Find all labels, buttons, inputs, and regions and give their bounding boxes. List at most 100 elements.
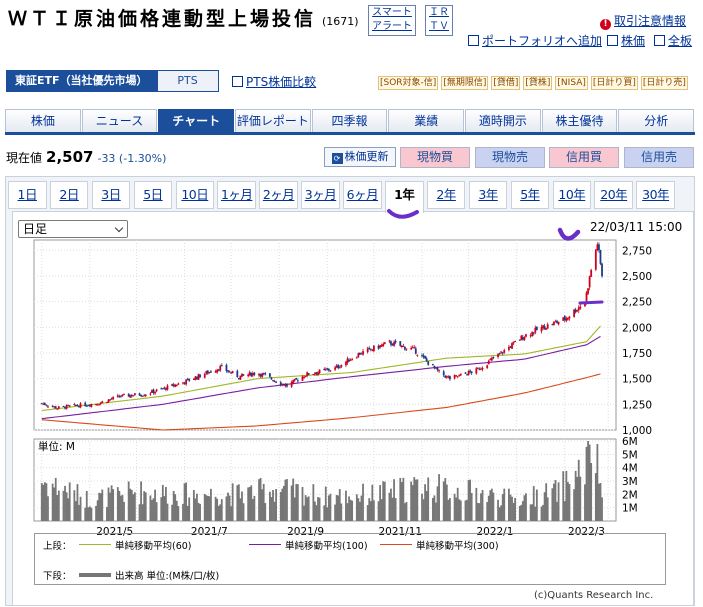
volume-bar <box>151 499 153 521</box>
pts-compare-link[interactable]: PTS株価比較 <box>232 73 316 90</box>
volume-bar <box>442 481 445 521</box>
all-boards-link[interactable]: 全板 <box>654 32 692 49</box>
portfolio-icon <box>468 35 479 46</box>
volume-bar <box>219 504 222 521</box>
candle-body <box>239 375 242 380</box>
buy-margin-button[interactable]: 信用買 <box>549 147 619 168</box>
period-2m[interactable]: 2ヶ月 <box>259 181 298 209</box>
candle-body <box>498 353 501 355</box>
tab-price[interactable]: 株価 <box>5 109 81 132</box>
period-20y[interactable]: 20年 <box>594 181 633 209</box>
candle-body <box>588 276 591 288</box>
period-1y[interactable]: 1年 <box>385 181 424 213</box>
volume-bar <box>306 497 309 521</box>
tab-benefits[interactable]: 株主優待 <box>541 109 618 132</box>
volume-bar <box>509 494 512 521</box>
tab-analysis[interactable]: 分析 <box>618 109 695 132</box>
period-2d[interactable]: 2日 <box>49 181 89 209</box>
volume-bar <box>464 500 467 521</box>
period-6m[interactable]: 6ヶ月 <box>343 181 382 209</box>
candle-body <box>543 326 546 330</box>
volume-bar <box>301 486 304 521</box>
volume-bar <box>196 493 198 521</box>
period-30y[interactable]: 30年 <box>636 181 675 209</box>
tab-chart[interactable]: チャート <box>158 109 235 132</box>
candle-body <box>574 309 577 313</box>
candle-body <box>326 368 329 370</box>
period-5y[interactable]: 5年 <box>510 181 550 209</box>
candle-body <box>433 365 436 368</box>
volume-bar <box>51 483 54 521</box>
candle-body <box>584 302 586 307</box>
volume-bar <box>469 479 472 521</box>
stock-price-link[interactable]: 株価 <box>607 32 645 49</box>
ir-tv-button[interactable]: ＩＲ ＴＶ <box>425 5 453 36</box>
buy-spot-button[interactable]: 現物買 <box>400 147 470 168</box>
legend-ma60: 単純移動平均(60) <box>115 541 192 552</box>
candle-body <box>534 327 537 333</box>
xtick-label: 2021/11 <box>378 526 422 538</box>
smart-alert-button[interactable]: スマート アラート <box>368 5 416 36</box>
volume-bar <box>433 495 436 521</box>
sell-spot-button[interactable]: 現物売 <box>475 147 545 168</box>
volume-bar <box>272 490 274 521</box>
period-10y[interactable]: 10年 <box>552 181 592 209</box>
volume-ytick-label: 4M <box>622 463 638 475</box>
candle-body <box>542 325 544 328</box>
interval-select[interactable]: 日足 <box>18 220 128 238</box>
candle-body <box>196 377 198 379</box>
refresh-label: 株価更新 <box>344 150 389 163</box>
candle-body <box>275 381 278 383</box>
period-1d[interactable]: 1日 <box>8 181 47 209</box>
volume-bar <box>314 501 316 521</box>
candle-body <box>511 343 513 349</box>
candle-body <box>143 395 146 397</box>
refresh-price-button[interactable]: ⟳ 株価更新 <box>324 147 396 167</box>
volume-bar <box>467 480 470 521</box>
volume-bar <box>106 507 108 521</box>
candle-body <box>360 353 363 355</box>
period-3y[interactable]: 3年 <box>468 181 508 209</box>
period-2y[interactable]: 2年 <box>426 181 466 209</box>
period-5d[interactable]: 5日 <box>133 181 173 209</box>
volume-bar <box>520 504 523 521</box>
volume-bar <box>405 501 408 521</box>
legend-ma300: 単純移動平均(300) <box>416 541 499 552</box>
volume-bar <box>466 499 468 521</box>
volume-bar <box>279 492 282 521</box>
tab-news[interactable]: ニュース <box>81 109 158 132</box>
price-icon <box>607 35 618 46</box>
volume-bar <box>121 494 124 521</box>
market-pts[interactable]: PTS <box>156 70 219 92</box>
period-3d[interactable]: 3日 <box>91 181 131 209</box>
tab-rating-report[interactable]: 評価レポート <box>235 109 311 132</box>
volume-bar <box>512 502 515 521</box>
sell-margin-button[interactable]: 信用売 <box>624 147 694 168</box>
volume-bar <box>264 503 267 521</box>
volume-ytick-label: 3M <box>622 476 638 488</box>
candle-body <box>359 352 361 355</box>
legend-volume: 出来高 単位:(M株/口/枚) <box>115 571 220 582</box>
volume-bar <box>357 498 360 521</box>
market-tse-etf[interactable]: 東証ETF（当社優先市場） <box>6 70 157 92</box>
period-3m[interactable]: 3ヶ月 <box>301 181 340 209</box>
volume-bar <box>296 484 299 521</box>
period-10d[interactable]: 10日 <box>175 181 215 209</box>
portfolio-link[interactable]: ポートフォリオへ追加 <box>468 32 602 49</box>
candle-body <box>587 288 589 294</box>
tab-shikiho[interactable]: 四季報 <box>311 109 388 132</box>
volume-bar <box>410 481 413 521</box>
volume-bar <box>391 497 394 521</box>
security-title: ＷＴＩ原油価格連動型上場投信 (1671) <box>8 6 368 35</box>
tab-disclosure[interactable]: 適時開示 <box>465 109 541 132</box>
period-1m[interactable]: 1ヶ月 <box>217 181 256 209</box>
candle-body <box>480 368 482 370</box>
candle-body <box>98 404 101 406</box>
smart-alert-line1: スマート <box>372 7 412 18</box>
candle-body <box>163 387 166 389</box>
tab-earnings[interactable]: 業績 <box>388 109 465 132</box>
candle-body <box>304 375 307 377</box>
candle-body <box>346 358 349 363</box>
candle-body <box>545 328 548 330</box>
caution-link[interactable]: ! 取引注意情報 <box>600 12 686 30</box>
